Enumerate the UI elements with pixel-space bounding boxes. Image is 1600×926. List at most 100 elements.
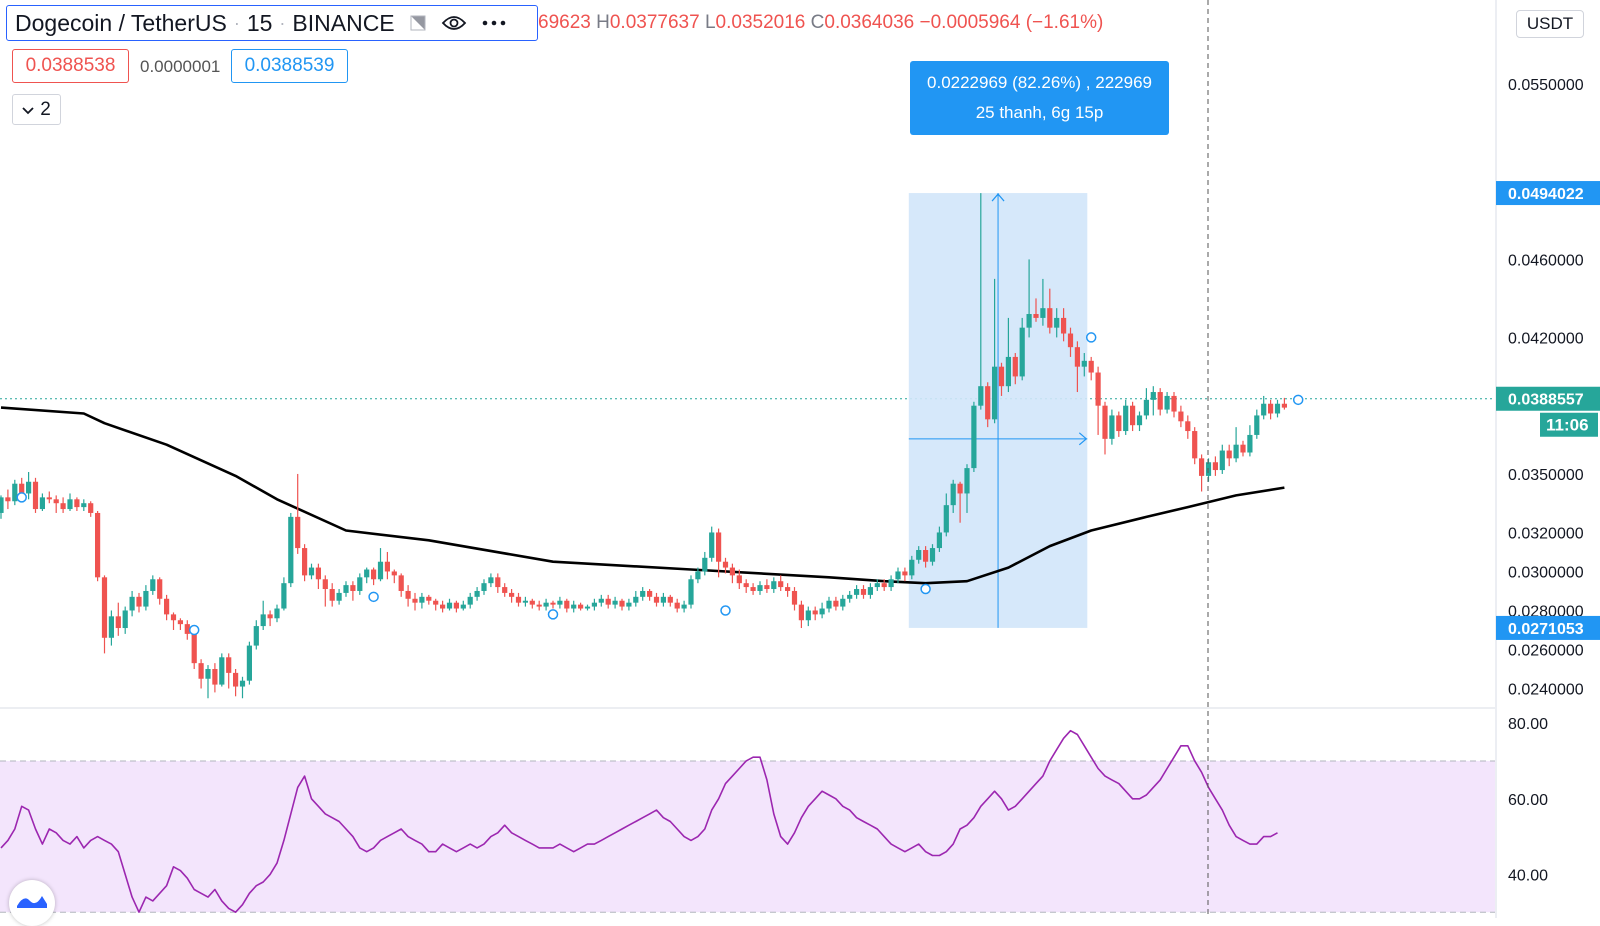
candle-body [1274,403,1281,414]
candle-body [1081,360,1087,367]
candle-body [509,592,515,597]
arrow-up-icon [991,193,1005,202]
price-tick-label: 0.0260000 [1508,642,1584,659]
spread-value: 0.0000001 [140,57,221,76]
buy-price-box[interactable]: 0.0388539 [231,49,348,83]
measure-tool[interactable] [908,193,1088,628]
price-pane-grid [0,0,1497,918]
separator-dot: · [233,12,240,33]
candle-body [495,577,501,588]
moving-average-path [0,406,1285,585]
candle-body [336,592,342,601]
change-value: −0.0005964 (−1.61%) [919,12,1104,33]
candle-body [778,581,784,588]
candle-body [39,497,45,510]
candle-body [488,577,494,584]
candle-body [260,614,266,627]
candle-body [19,483,25,494]
symbol-legend[interactable]: Dogecoin / TetherUS · 15 · BINANCE [6,5,538,41]
measure-tooltip-line1: 0.0222969 (82.26%) , 222969 [927,73,1152,92]
candle-body [909,559,915,576]
candle-body [1012,356,1018,377]
candle-body [246,645,252,681]
candle-body [295,516,301,549]
candle-body [695,571,701,580]
candle-body [1102,405,1108,439]
candle-body [426,596,432,601]
candle-body [888,579,894,588]
candle-body [736,575,742,584]
measure-low-label: 0.0271053 [1508,621,1584,638]
candle-body [626,602,632,607]
candle-body [198,663,204,679]
marker-circle-icon [920,583,931,595]
candle-body [212,668,218,685]
candle-body [564,600,570,609]
candle-body [791,590,798,605]
candle-body [1026,314,1032,328]
candle-body [302,548,308,576]
measure-low-label-bg [1496,615,1600,640]
price-tick-label: 0.0320000 [1508,525,1584,542]
candle-body [985,386,991,420]
candle-body [1116,415,1122,432]
last-price-label-bg [1496,386,1600,411]
close-label: C [810,12,825,33]
rsi-line [0,729,1278,914]
candle-body [978,386,984,406]
candle-body [867,587,873,595]
price-axis[interactable]: 0.0550000 0.0460000 0.0420000 0.0350000 0.03… [1496,77,1600,885]
interval-label[interactable]: 15 [246,9,273,36]
indicators-collapse-button[interactable]: 2 [12,94,61,125]
marker-circle-icon [720,605,731,616]
candle-body [46,497,52,500]
candle-body [902,571,908,576]
candle-body [1067,333,1074,348]
candle-body [108,616,114,638]
candle-body [785,587,791,591]
candle-body [357,577,363,591]
candle-body [129,596,135,611]
candle-body [929,548,936,562]
candle-body [833,600,839,607]
tradingview-logo[interactable] [9,880,55,926]
candle-body [812,610,818,615]
candle-body [253,626,259,646]
candle-body [150,579,156,591]
candle-body [1185,421,1191,432]
high-label: H [596,12,610,33]
candle-body [164,598,170,615]
candle-body [329,589,335,601]
candle-body [957,483,963,494]
more-icon[interactable] [481,19,507,27]
candle-body [1061,317,1067,334]
candle-body [1088,360,1094,373]
measure-tooltip-line2: 25 thanh, 6g 15p [975,103,1104,122]
candle-body [847,594,853,599]
candle-body [702,557,708,572]
eye-icon[interactable] [441,14,467,32]
currency-selector[interactable]: USDT [1516,10,1584,38]
ohlc-legend: 69623 H0.0377637 L0.0352016 C0.0364036 −… [538,12,1103,34]
candle-body [1157,392,1163,410]
candle-body [1240,444,1246,453]
sell-price: 0.0388538 [25,55,116,76]
marker-circle-icon [1292,394,1304,406]
candle-body [0,497,4,513]
flag-icon[interactable] [409,14,427,32]
candle-body [653,596,660,603]
candle-body [460,604,466,609]
countdown-label: 11:06 [1546,416,1589,435]
candle-body [288,516,294,584]
price-tick-label: 0.0350000 [1508,467,1584,484]
sell-price-box[interactable]: 0.0388538 [12,49,129,83]
candle-body [660,596,666,603]
candle-body [1130,405,1136,426]
candle-body [584,606,591,609]
candle-body [205,668,211,679]
candle-body [233,672,239,687]
candle-body [474,590,480,597]
candle-body [819,608,825,615]
candle-body [771,581,777,590]
